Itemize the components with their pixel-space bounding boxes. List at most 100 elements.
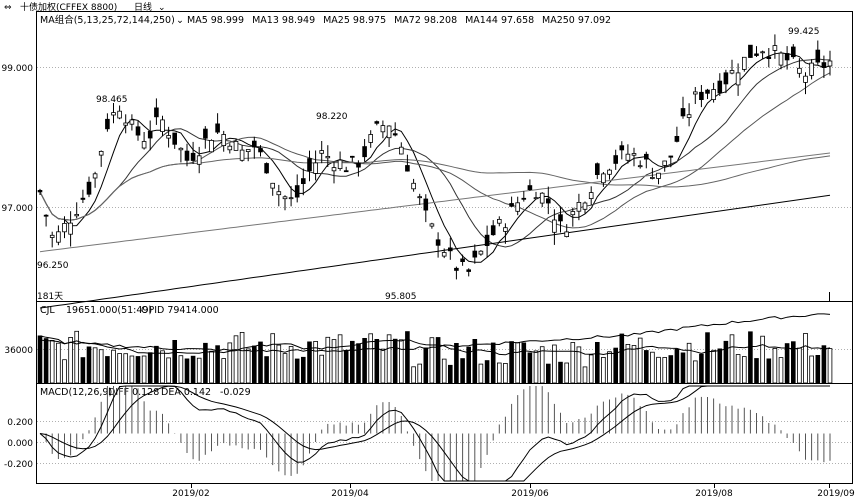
candle	[821, 62, 827, 68]
macd-value: -0.029	[220, 387, 251, 398]
volume-bar	[288, 346, 294, 384]
x-axis: 2019/02 2019/04 2019/06 2019/08 2019/09	[172, 484, 855, 499]
volume-bar	[111, 349, 116, 384]
period-dropdown-icon[interactable]: ⌄	[158, 3, 166, 13]
x-tick-2019-06: 2019/06	[511, 489, 549, 499]
opid-line	[39, 313, 831, 353]
link-icon[interactable]: ⇔	[4, 3, 12, 13]
candle	[184, 150, 190, 161]
dea-line	[39, 385, 830, 482]
volume-lines	[39, 313, 831, 356]
candle	[570, 211, 576, 216]
candle	[331, 167, 337, 172]
candle	[754, 53, 759, 56]
volume-bar	[711, 349, 716, 384]
candle	[356, 162, 361, 168]
candle	[215, 123, 220, 133]
volume-bar	[791, 341, 796, 384]
volume-bar	[349, 340, 355, 384]
volume-bar	[650, 351, 655, 384]
annotation-high-feb: 98.465	[96, 95, 128, 105]
candle	[190, 152, 196, 161]
candle	[270, 182, 275, 189]
candle	[160, 119, 165, 133]
candle	[147, 130, 153, 139]
volume-bar	[264, 356, 269, 384]
period-label[interactable]: 日线	[134, 1, 152, 13]
volume-bar	[239, 331, 245, 384]
volume-bar	[729, 334, 735, 384]
candle	[693, 91, 698, 95]
volume-bar	[300, 356, 306, 384]
ma-value-ma144: MA144 97.658	[465, 15, 534, 26]
candle	[478, 250, 484, 255]
candle	[233, 140, 239, 151]
volume-bar	[172, 339, 178, 384]
volume-bar	[270, 333, 275, 384]
volume-bar	[656, 356, 661, 384]
candle	[705, 89, 710, 94]
candle	[607, 169, 612, 175]
candle	[239, 149, 245, 161]
volume-bar	[435, 337, 441, 384]
volume-bar	[827, 348, 833, 384]
candle	[564, 231, 569, 237]
volume-bar	[429, 337, 435, 384]
dea-value: DEA 0.142	[161, 387, 211, 398]
volume-bar	[496, 362, 502, 384]
volume-bar	[693, 360, 698, 384]
candle	[662, 160, 667, 166]
volume-bar	[141, 355, 147, 384]
x-tick-2019-04: 2019/04	[331, 489, 369, 499]
volume-bar	[460, 358, 465, 384]
candle	[86, 181, 92, 195]
volume-bar	[147, 352, 153, 384]
candle	[441, 252, 447, 257]
volume-bar	[374, 338, 380, 384]
candle	[392, 133, 398, 136]
volume-bar	[815, 354, 821, 384]
candle	[496, 218, 502, 224]
ma-value-ma13: MA13 98.949	[252, 15, 315, 26]
candle	[490, 225, 496, 236]
volume-bar	[533, 350, 539, 384]
volume-bars	[37, 330, 833, 384]
candle	[784, 53, 790, 61]
candle	[117, 110, 122, 119]
volume-bar	[282, 353, 288, 384]
price-tick-99: 99.000	[2, 64, 34, 74]
volume-bar	[123, 353, 129, 384]
candle	[656, 172, 661, 179]
candle	[809, 62, 814, 76]
volume-bar	[662, 357, 667, 384]
volume-bar	[423, 347, 429, 384]
volume-bar	[717, 348, 723, 384]
ma72-line	[39, 155, 831, 221]
candle	[56, 231, 61, 243]
candle	[68, 222, 73, 235]
volume-bar	[325, 336, 331, 384]
volume-bar	[337, 334, 343, 384]
candle	[123, 122, 129, 126]
macd-panel-frame	[36, 383, 853, 484]
volume-bar	[754, 358, 759, 384]
volume-bar	[644, 350, 649, 384]
volume-bar	[160, 350, 165, 384]
candle	[484, 234, 490, 246]
candle	[815, 49, 821, 63]
candle	[319, 150, 324, 154]
candle	[300, 178, 306, 185]
candle	[527, 185, 533, 191]
ma-group-label[interactable]: MA组合(5,13,25,72,144,250)	[40, 14, 175, 26]
volume-bar	[178, 355, 184, 384]
candle	[386, 125, 392, 139]
volume-bar	[37, 335, 43, 384]
volume-bar	[674, 348, 680, 384]
volume-bar	[331, 339, 337, 384]
ma-dropdown-icon[interactable]: ⌄	[176, 15, 184, 26]
volume-bar	[380, 348, 386, 384]
volume-bar	[766, 358, 772, 384]
volume-bar	[784, 343, 790, 384]
candle	[742, 56, 747, 70]
